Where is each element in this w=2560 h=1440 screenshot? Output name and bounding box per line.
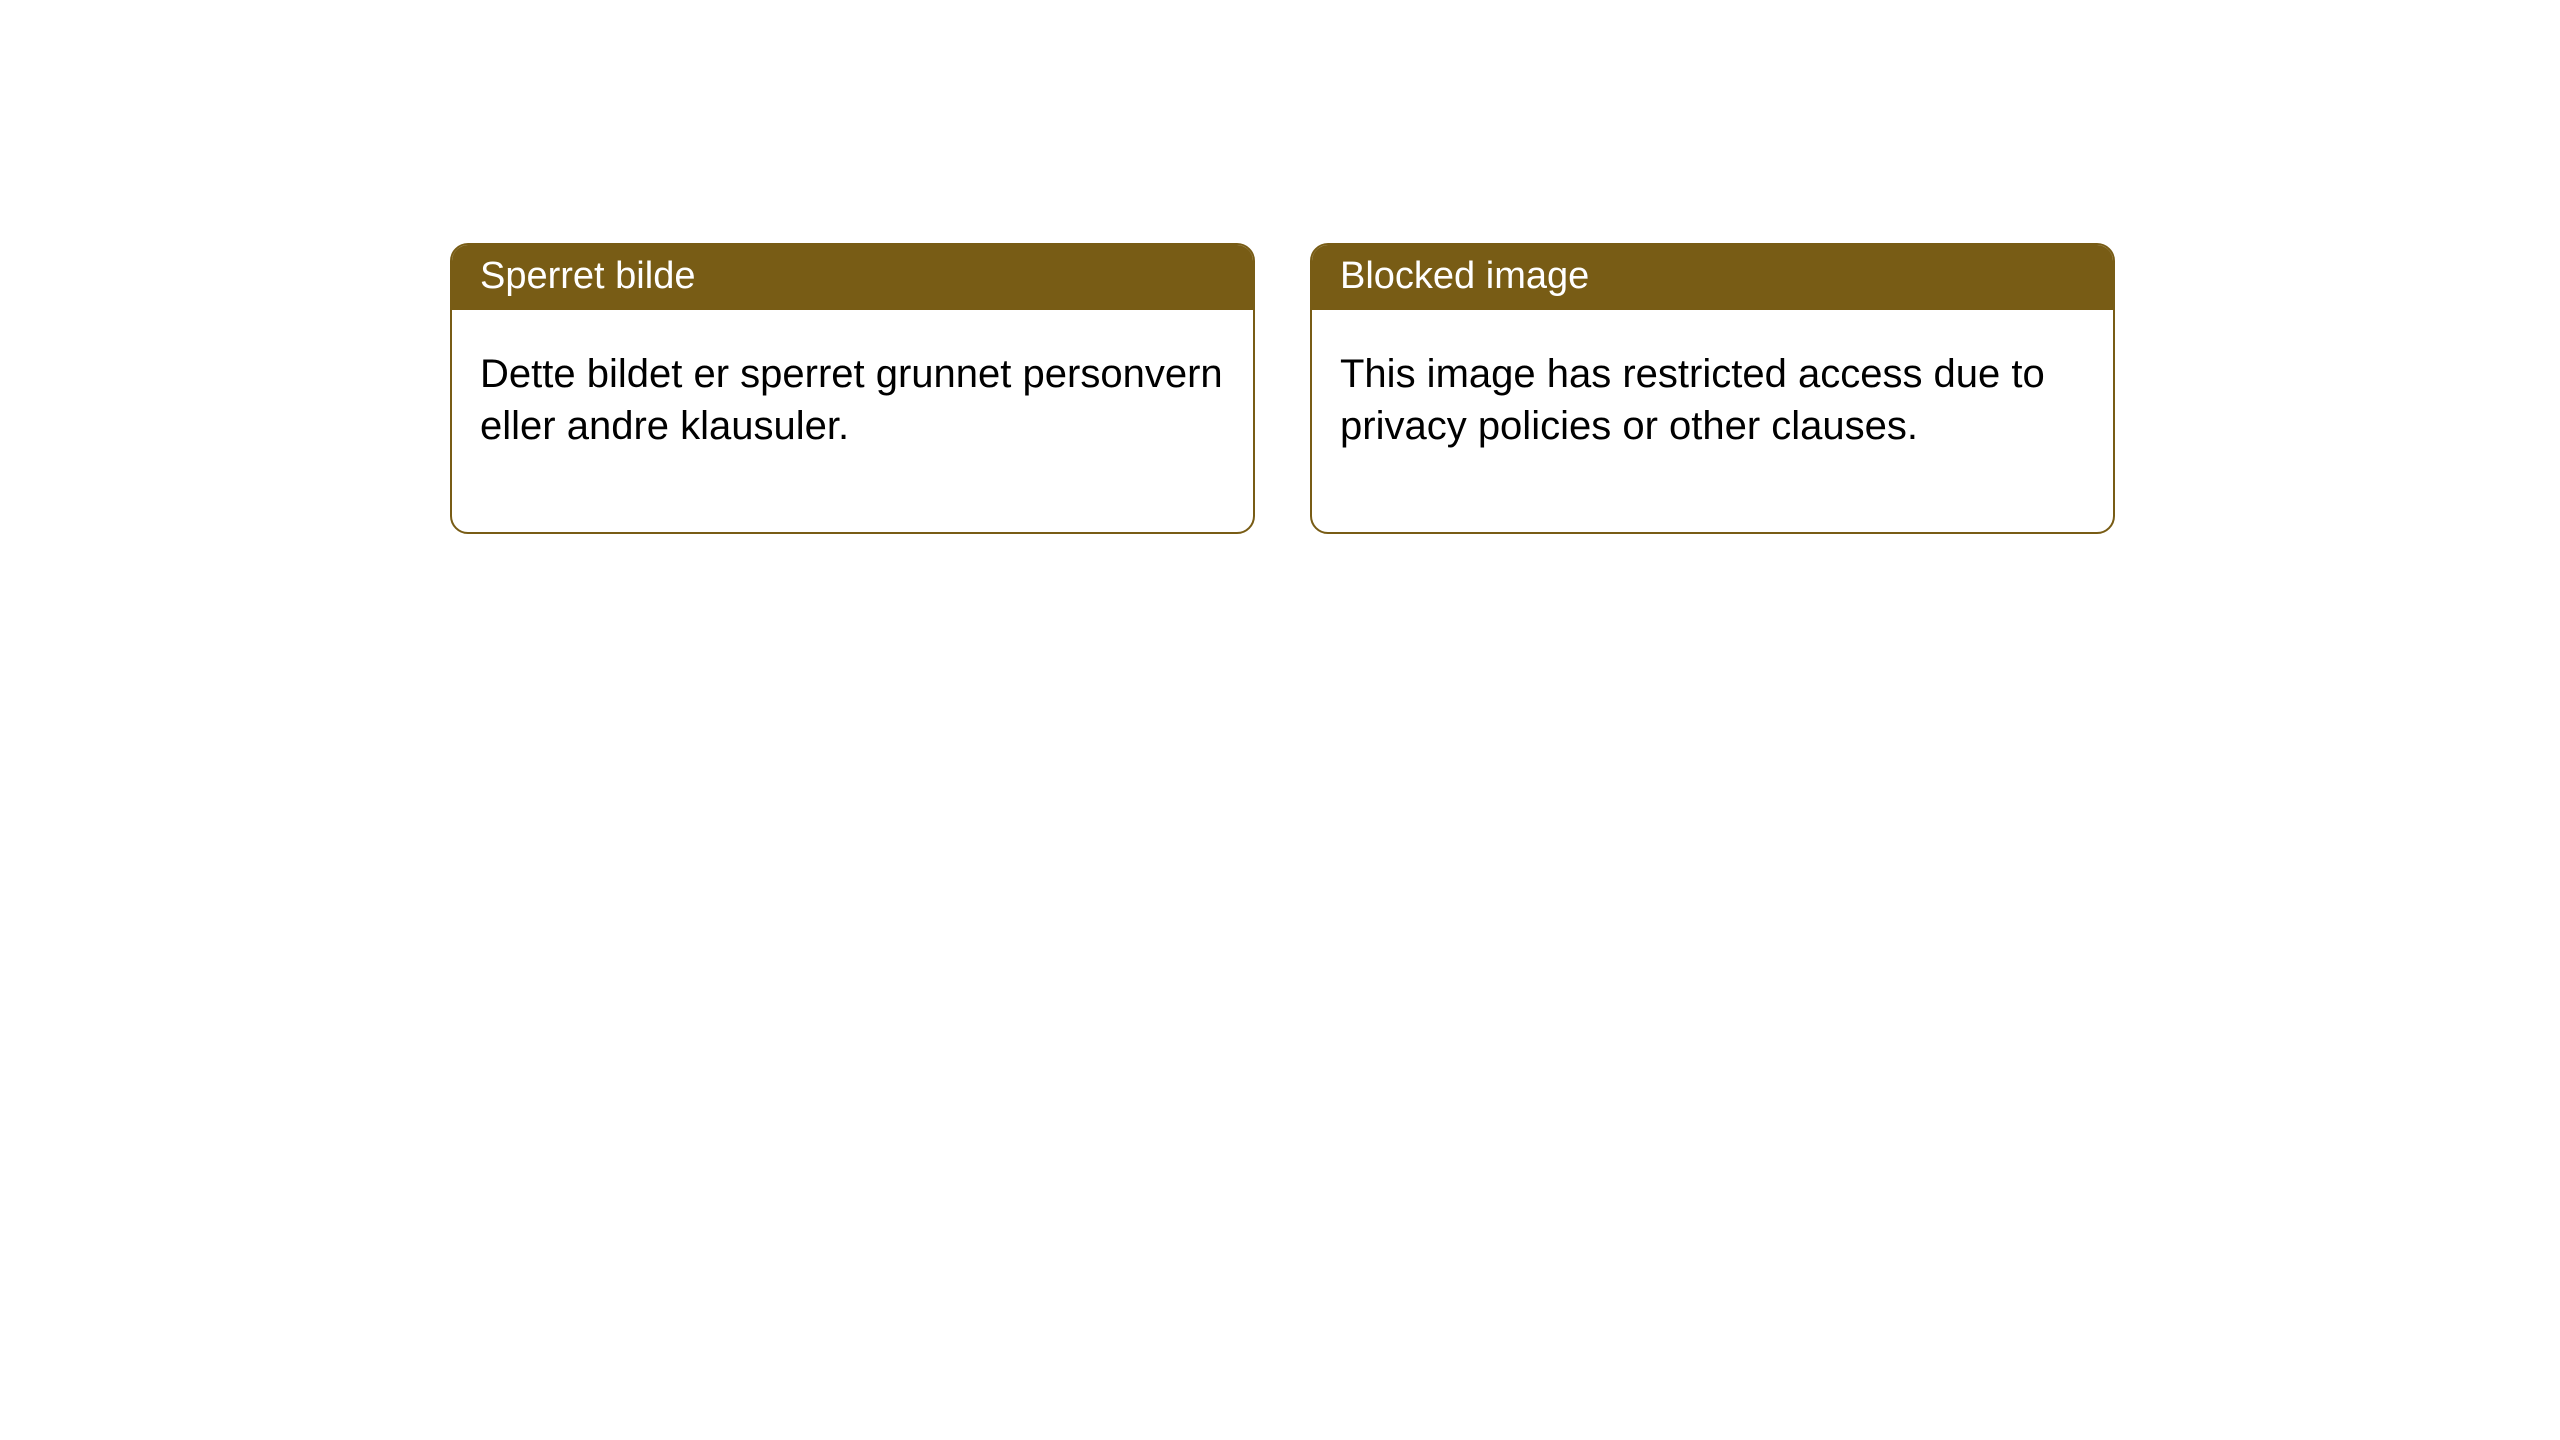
notice-body: Dette bildet er sperret grunnet personve… [452, 310, 1253, 532]
notice-card-english: Blocked image This image has restricted … [1310, 243, 2115, 534]
notice-title: Blocked image [1312, 245, 2113, 310]
notice-title: Sperret bilde [452, 245, 1253, 310]
notice-body: This image has restricted access due to … [1312, 310, 2113, 532]
notices-container: Sperret bilde Dette bildet er sperret gr… [0, 0, 2560, 534]
notice-card-norwegian: Sperret bilde Dette bildet er sperret gr… [450, 243, 1255, 534]
